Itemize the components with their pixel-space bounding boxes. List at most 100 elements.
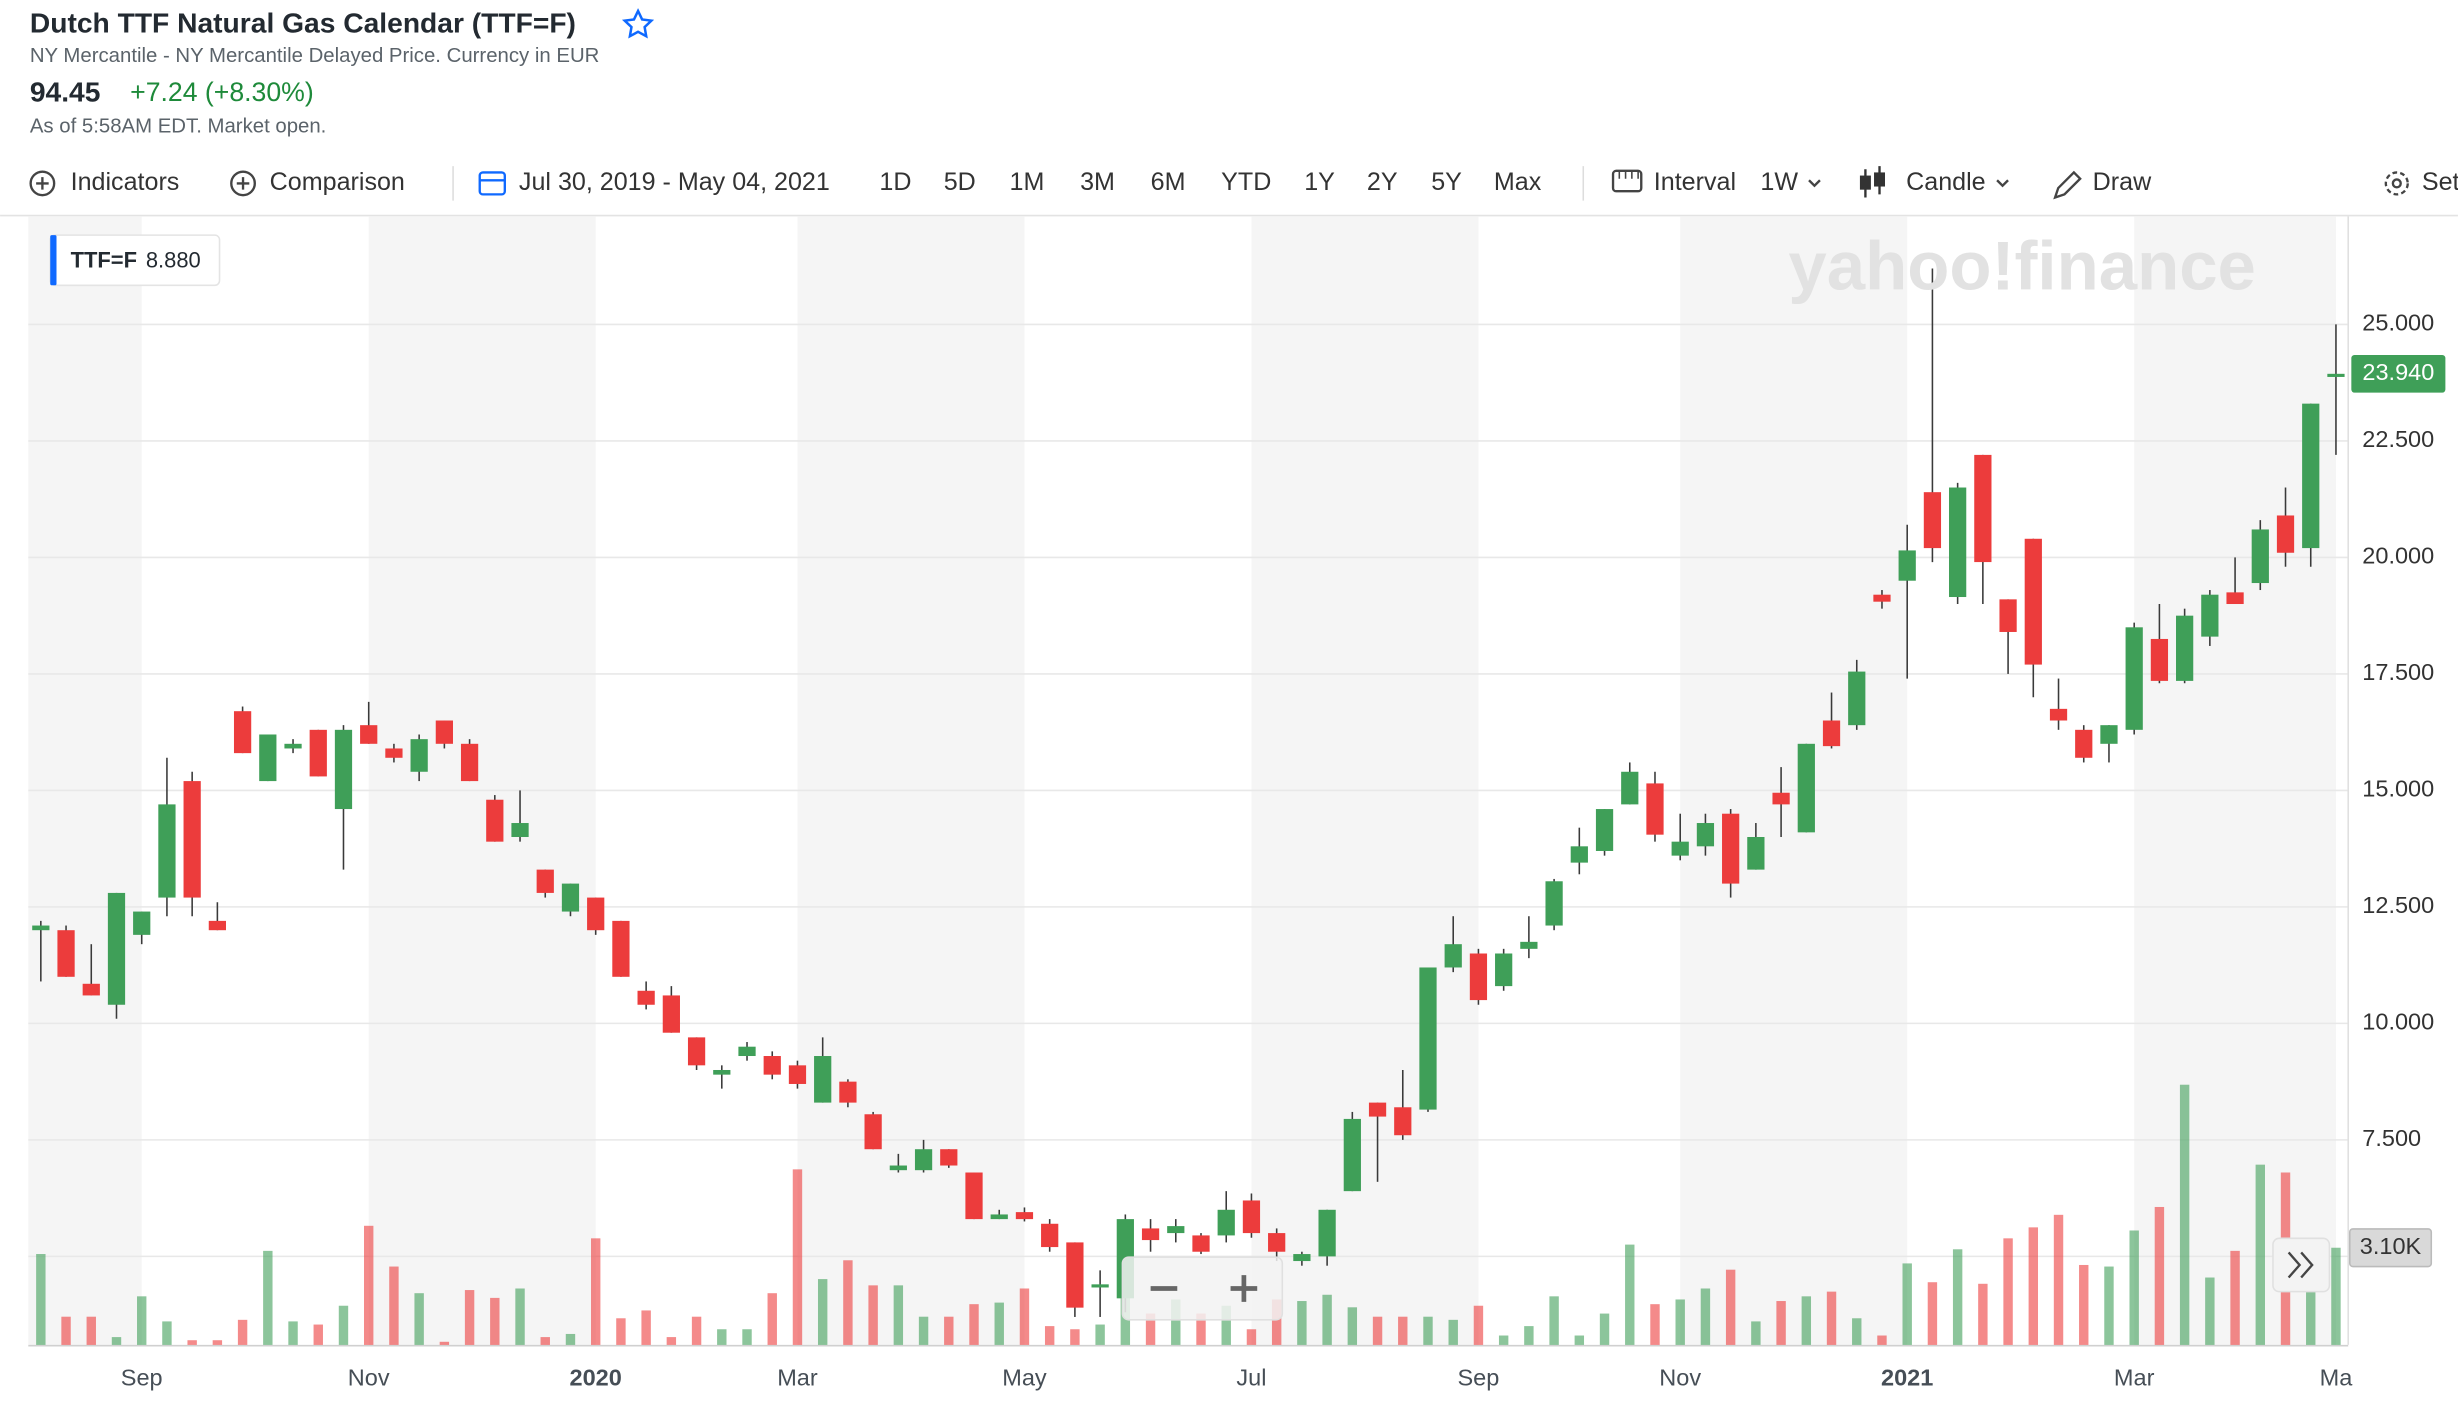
range-button[interactable]: Max [1494, 168, 1542, 196]
x-tick-label: Sep [121, 1365, 163, 1391]
candle-body [1394, 1107, 1412, 1136]
candle-body [2226, 592, 2244, 605]
interval-chevron [1808, 179, 1821, 188]
candle-body [1949, 487, 1967, 598]
settings-button[interactable]: Set [2422, 168, 2458, 196]
candle-body [536, 869, 554, 893]
candle-body [2302, 403, 2320, 549]
candle-body [1419, 967, 1437, 1110]
volume-bar [1196, 1313, 1206, 1345]
candle-body [1041, 1223, 1059, 1248]
volume-bar [1852, 1318, 1862, 1345]
indicators-icon [29, 170, 56, 197]
candle-body [1318, 1209, 1336, 1257]
volume-bar [364, 1225, 374, 1345]
candle-body [133, 911, 151, 935]
volume-bar [36, 1254, 46, 1345]
range-button[interactable]: 1Y [1304, 168, 1335, 196]
range-button[interactable]: 2Y [1367, 168, 1398, 196]
candle-body [1646, 783, 1664, 835]
candle-body [914, 1149, 933, 1171]
candle-body [1772, 792, 1790, 805]
y-tick-label: 17.500 [2362, 659, 2434, 685]
candle-body [334, 729, 353, 810]
volume-bar [2104, 1266, 2114, 1345]
last-volume-label: 3.10K [2360, 1233, 2422, 1259]
volume-bar [1423, 1316, 1433, 1345]
interval-value[interactable]: 1W [1760, 168, 1798, 196]
calendar-icon [478, 171, 506, 196]
month-band [1680, 216, 1908, 1345]
indicators-icon-plus [36, 177, 49, 190]
candle-body [460, 743, 479, 782]
draw-icon [2053, 170, 2082, 200]
candle-body [1621, 771, 1639, 805]
range-button[interactable]: 5D [944, 168, 976, 196]
volume-bar [616, 1318, 626, 1345]
range-button[interactable]: 1M [1010, 168, 1045, 196]
draw-button[interactable]: Draw [2093, 168, 2152, 196]
candle-body [1722, 813, 1740, 884]
indicators-button[interactable]: Indicators [71, 168, 180, 196]
zoom-in[interactable] [1230, 1275, 1258, 1302]
tooltip-value: 8.880 [146, 248, 201, 273]
volume-bar [2154, 1206, 2165, 1345]
x-tick-label: Mar [2114, 1365, 2155, 1391]
candle-body [1848, 671, 1866, 726]
as-of: As of 5:58AM EDT. Market open. [30, 115, 326, 137]
zoom-controls [1121, 1256, 1284, 1321]
volume-bar [767, 1293, 777, 1345]
candle-body [1469, 953, 1488, 1001]
candle-body [1545, 881, 1563, 926]
settings-icon [2384, 171, 2409, 196]
scroll-latest[interactable] [2272, 1237, 2331, 1293]
candle-body [2100, 725, 2118, 744]
candle-body [183, 781, 201, 898]
x-tick-label: Jul [1236, 1365, 1266, 1391]
month-band [1251, 216, 1479, 1345]
interval-icon [1611, 169, 1643, 193]
volume-bar [1927, 1282, 1938, 1345]
comparison-button[interactable]: Comparison [270, 168, 405, 196]
candle-body [1671, 841, 1689, 856]
volume-bar [540, 1337, 550, 1345]
candle-body [1898, 550, 1916, 581]
range-button[interactable]: 1D [879, 168, 911, 196]
volume-bar [414, 1293, 424, 1345]
plot: 5.0007.50010.00012.50015.00017.50020.000… [28, 216, 2446, 1391]
candle-body [1595, 809, 1614, 851]
volume-bar [1751, 1321, 1761, 1345]
candle-body [713, 1069, 731, 1075]
y-tick-label: 15.000 [2362, 776, 2434, 802]
volume-bar [717, 1329, 727, 1345]
volume-bar [1145, 1313, 1156, 1345]
candle-body [2251, 529, 2269, 584]
tooltip-accent [50, 235, 57, 286]
range-button[interactable]: 6M [1151, 168, 1186, 196]
candle-body [1167, 1226, 1185, 1234]
y-tick-label: 25.000 [2362, 310, 2434, 336]
candle-icon-body [1874, 172, 1886, 187]
x-tick-label: Mar [777, 1365, 818, 1391]
candle-body [2327, 373, 2345, 377]
settings-icon-center [2391, 178, 2402, 189]
x-tick-label: Nov [348, 1365, 390, 1391]
volume-bar [1019, 1288, 1030, 1345]
range-button[interactable]: 3M [1080, 168, 1115, 196]
candle-body [360, 725, 378, 744]
candle-body [587, 897, 605, 931]
interval-label: Interval [1654, 168, 1736, 196]
candle-body [1444, 944, 1462, 968]
date-range[interactable]: Jul 30, 2019 - May 04, 2021 [519, 168, 830, 196]
chart-type[interactable]: Candle [1906, 168, 1985, 196]
volume-bar [1271, 1299, 1282, 1345]
volume-bar [868, 1285, 878, 1345]
tooltip-symbol: TTF=F [71, 248, 137, 273]
range-button[interactable]: YTD [1221, 168, 1271, 196]
volume-bar [2306, 1269, 2316, 1345]
range-button[interactable]: 5Y [1431, 168, 1462, 196]
watchlist-star[interactable] [621, 8, 655, 39]
candle-body [1268, 1233, 1286, 1252]
month-band [28, 216, 142, 1345]
candle-body [158, 804, 176, 898]
